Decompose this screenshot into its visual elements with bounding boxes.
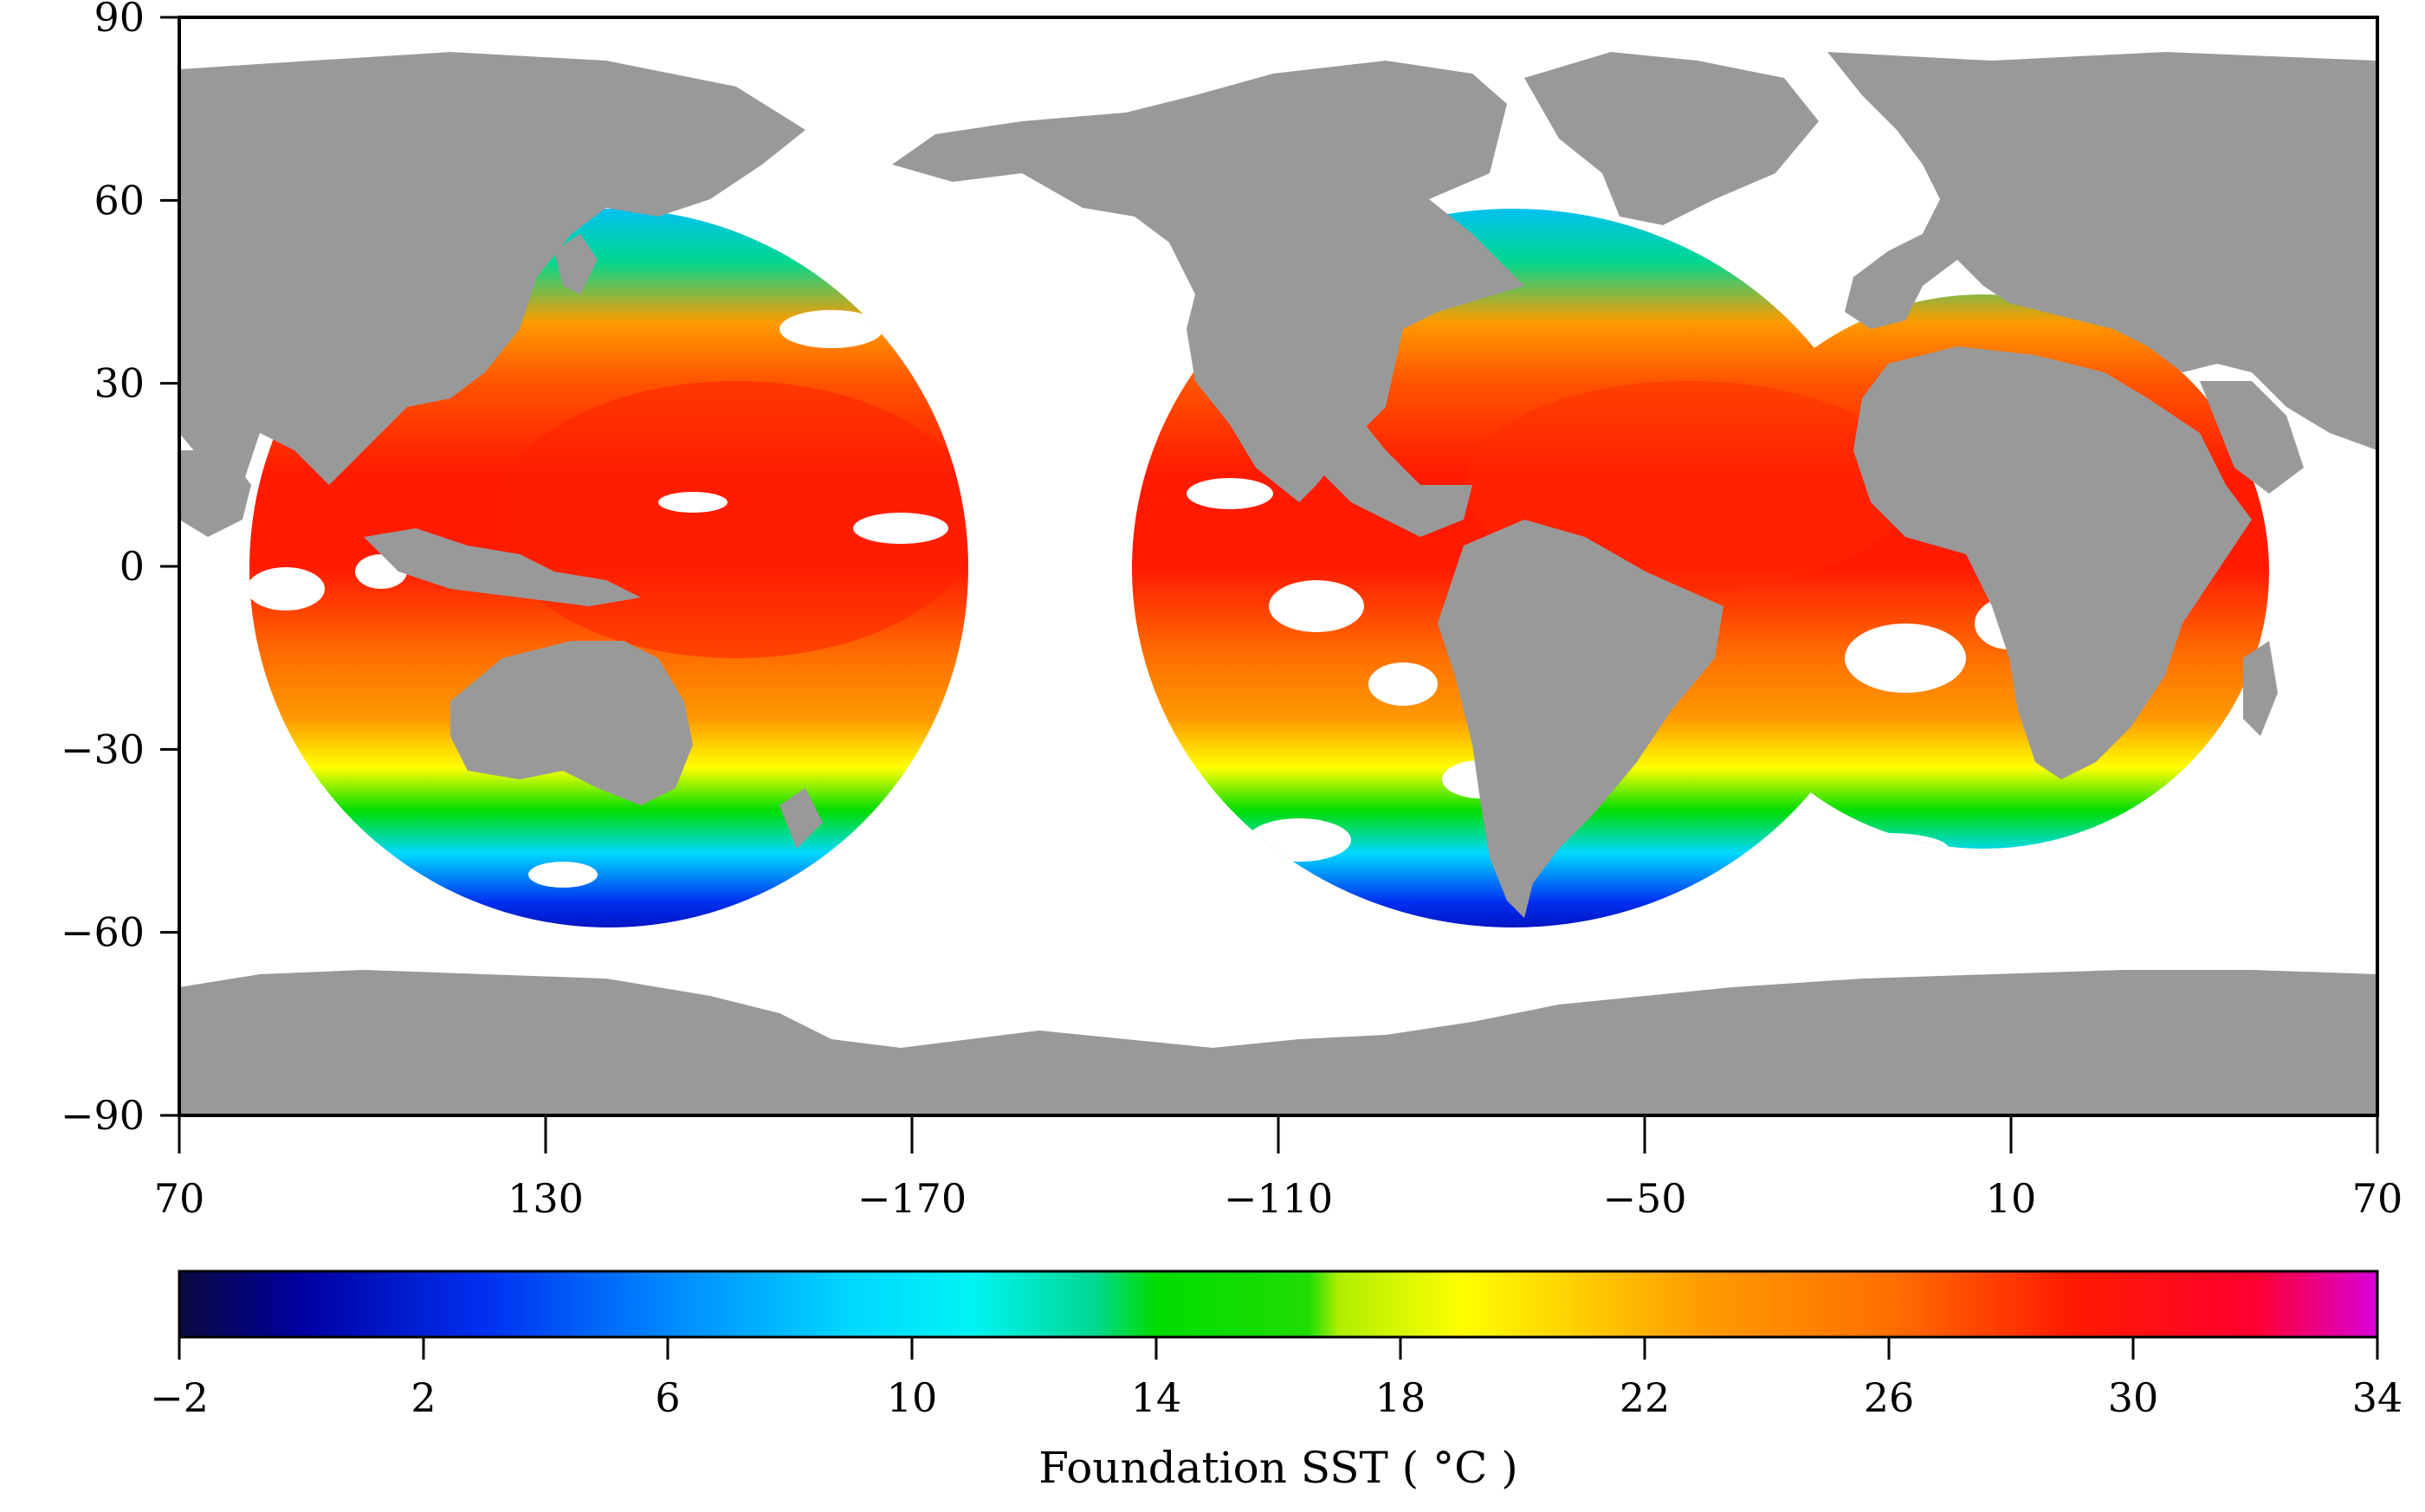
east-asia-landmass xyxy=(179,52,805,485)
colorbar: −2 2 6 10 14 18 22 26 30 34 Foundation SST ( °C ) xyxy=(150,1270,2402,1493)
x-tick-label: −50 xyxy=(1602,1175,1686,1222)
madagascar-landmass xyxy=(2243,641,2278,736)
land xyxy=(179,52,2377,1115)
greenland-landmass xyxy=(1524,52,1819,225)
arabia-landmass xyxy=(2200,381,2304,494)
colorbar-title: Foundation SST ( °C ) xyxy=(1038,1443,1518,1493)
x-tick-label: −110 xyxy=(1224,1175,1333,1222)
indonesia-islands xyxy=(364,528,641,606)
colorbar-tick-label: 22 xyxy=(1620,1374,1671,1421)
colorbar-tick-label: 34 xyxy=(2352,1374,2403,1421)
x-tick-label: −170 xyxy=(857,1175,967,1222)
y-tick-label: 0 xyxy=(120,543,145,590)
colorbar-tick-label: 18 xyxy=(1375,1374,1426,1421)
colorbar-tick-label: 6 xyxy=(655,1374,680,1421)
colorbar-tick-label: 30 xyxy=(2108,1374,2159,1421)
x-tick-label: 70 xyxy=(2352,1175,2403,1222)
y-tick-label: −60 xyxy=(61,909,145,956)
y-tick-label: −90 xyxy=(61,1092,145,1139)
x-tick-label: 70 xyxy=(154,1175,205,1222)
north-america-landmass xyxy=(892,61,1524,502)
y-tick-label: −30 xyxy=(61,726,145,772)
australia-landmass xyxy=(450,641,693,805)
japan-landmass xyxy=(554,234,598,294)
south-america-landmass xyxy=(1438,520,1723,918)
map-panel xyxy=(179,17,2377,1115)
africa-landmass xyxy=(1853,346,2252,779)
y-tick-label: 60 xyxy=(94,177,145,223)
colorbar-tick-label: 14 xyxy=(1131,1374,1182,1421)
colorbar-tick-label: −2 xyxy=(150,1374,209,1421)
y-tick-label: 90 xyxy=(94,0,145,41)
colorbar-tick-label: 26 xyxy=(1864,1374,1915,1421)
india-landmass xyxy=(179,450,251,537)
colorbar-tick-label: 2 xyxy=(411,1374,436,1421)
antarctica-landmass xyxy=(179,970,2377,1115)
new-zealand-landmass xyxy=(779,788,823,849)
colorbar-axis: −2 2 6 10 14 18 22 26 30 34 xyxy=(150,1337,2402,1421)
y-tick-label: 30 xyxy=(94,360,145,407)
colorbar-bar xyxy=(178,1270,2379,1339)
y-axis: −90 −60 −30 0 30 60 90 xyxy=(61,0,179,1139)
x-tick-label: 10 xyxy=(1986,1175,2037,1222)
eurasia-landmass xyxy=(1827,52,2377,450)
gulf-mexico-shore xyxy=(1299,398,1472,537)
x-tick-label: 130 xyxy=(508,1175,584,1222)
colorbar-tick-label: 10 xyxy=(887,1374,938,1421)
x-axis: 70 130 −170 −110 −50 10 70 xyxy=(154,1115,2403,1222)
